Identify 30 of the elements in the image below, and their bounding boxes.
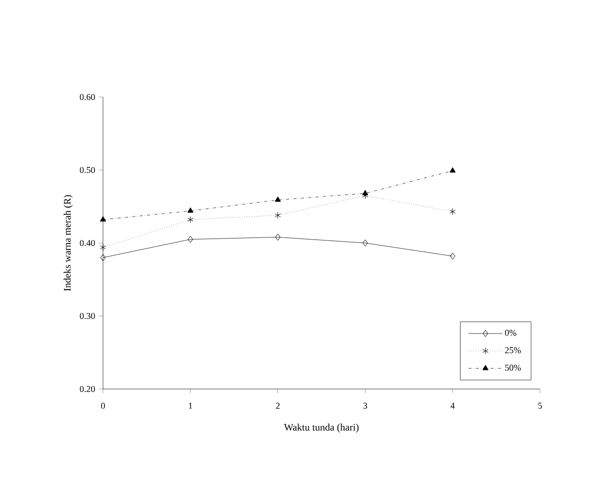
x-axis-title: Waktu tunda (hari) [284, 424, 359, 433]
x-tick-label: 5 [538, 402, 542, 409]
y-axis-title: Indeks warna merah (R) [64, 195, 73, 291]
point [187, 207, 194, 213]
y-tick-label: 0.50 [80, 166, 95, 174]
point [362, 190, 368, 196]
y-tick-label: 0.30 [80, 312, 95, 320]
point [450, 167, 456, 173]
legend-label: 50% [505, 364, 521, 371]
legend-label: 0% [505, 330, 516, 336]
point [188, 236, 194, 243]
x-tick-label: 0 [101, 402, 105, 409]
point [275, 234, 280, 241]
point [100, 244, 106, 251]
point [362, 240, 368, 246]
point [187, 216, 194, 224]
y-tick-label: 0.20 [80, 386, 95, 392]
y-tick-label: 0.40 [80, 240, 95, 246]
x-tick-label: 2 [276, 402, 280, 409]
point [100, 254, 106, 262]
x-tick-label: 3 [363, 402, 368, 409]
point [450, 208, 456, 216]
x-tick-label: 4 [450, 402, 455, 409]
point [100, 216, 106, 222]
point [274, 212, 281, 219]
y-tick-label: 0.60 [80, 94, 95, 100]
x-tick-label: 1 [188, 402, 192, 409]
legend-label: 25% [505, 347, 521, 354]
point [450, 252, 456, 260]
point [274, 196, 281, 202]
